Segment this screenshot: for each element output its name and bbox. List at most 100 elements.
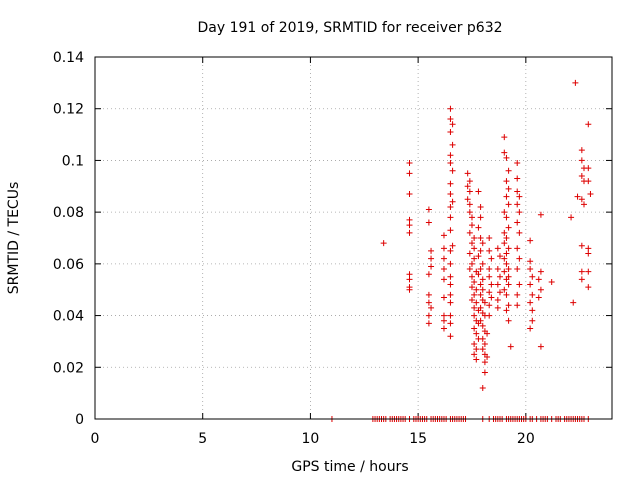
data-point bbox=[447, 281, 454, 288]
data-point bbox=[494, 281, 501, 288]
data-point bbox=[535, 276, 542, 283]
data-point bbox=[449, 242, 456, 249]
data-point bbox=[585, 121, 592, 128]
data-point bbox=[471, 255, 478, 262]
data-point bbox=[527, 237, 534, 244]
data-point bbox=[527, 258, 534, 265]
data-point bbox=[464, 183, 471, 190]
data-point bbox=[537, 268, 544, 275]
data-point bbox=[466, 229, 473, 236]
data-point bbox=[471, 245, 478, 252]
data-point bbox=[516, 229, 523, 236]
data-point bbox=[527, 266, 534, 273]
data-point bbox=[425, 299, 432, 306]
data-point bbox=[447, 191, 454, 198]
data-point bbox=[514, 302, 521, 309]
data-point bbox=[537, 211, 544, 218]
data-point bbox=[477, 281, 484, 288]
data-point bbox=[471, 312, 478, 319]
data-point bbox=[449, 198, 456, 205]
data-point bbox=[578, 147, 585, 154]
data-point bbox=[496, 273, 503, 280]
data-point bbox=[501, 209, 508, 216]
data-point bbox=[425, 320, 432, 327]
data-point bbox=[475, 188, 482, 195]
data-point bbox=[529, 291, 536, 298]
data-point bbox=[503, 214, 510, 221]
data-point bbox=[477, 203, 484, 210]
data-point bbox=[447, 312, 454, 319]
data-point bbox=[578, 276, 585, 283]
data-point bbox=[505, 167, 512, 174]
data-point bbox=[440, 266, 447, 273]
data-point bbox=[464, 196, 471, 203]
data-point bbox=[585, 284, 592, 291]
data-point bbox=[473, 356, 480, 363]
data-point bbox=[447, 152, 454, 159]
data-point bbox=[425, 271, 432, 278]
data-point bbox=[447, 128, 454, 135]
data-point bbox=[473, 330, 480, 337]
data-point bbox=[475, 271, 482, 278]
data-point bbox=[501, 240, 508, 247]
data-point bbox=[479, 260, 486, 267]
data-point bbox=[486, 273, 493, 280]
data-point bbox=[406, 222, 413, 229]
data-point bbox=[477, 317, 484, 324]
data-point bbox=[516, 193, 523, 200]
x-tick-label: 5 bbox=[198, 431, 207, 447]
data-point bbox=[516, 209, 523, 216]
data-point bbox=[466, 266, 473, 273]
data-point bbox=[406, 286, 413, 293]
data-point bbox=[585, 165, 592, 172]
data-point bbox=[477, 214, 484, 221]
data-point bbox=[380, 240, 387, 247]
data-point bbox=[484, 330, 491, 337]
data-point bbox=[468, 240, 475, 247]
data-point bbox=[585, 268, 592, 275]
data-point bbox=[578, 268, 585, 275]
data-point bbox=[505, 281, 512, 288]
data-point bbox=[505, 201, 512, 208]
data-point bbox=[486, 235, 493, 241]
data-point bbox=[570, 299, 577, 306]
data-point bbox=[425, 206, 432, 213]
plot-frame bbox=[94, 56, 613, 420]
data-point bbox=[507, 343, 514, 350]
data-point bbox=[505, 185, 512, 192]
axis-ticks: 0 0.02 0.04 0.06 0.08 0.1 0.12 0.14 0 5 10 15 20 bbox=[53, 50, 612, 447]
y-tick-label: 0.1 bbox=[62, 153, 84, 169]
data-point bbox=[496, 289, 503, 296]
data-point bbox=[440, 276, 447, 283]
data-point bbox=[471, 235, 478, 241]
data-point bbox=[440, 255, 447, 262]
data-point bbox=[466, 250, 473, 257]
data-point bbox=[471, 325, 478, 332]
data-point bbox=[447, 299, 454, 306]
data-points bbox=[328, 79, 594, 422]
x-tick-label: 20 bbox=[517, 431, 535, 447]
data-point bbox=[503, 250, 510, 257]
data-point bbox=[466, 188, 473, 195]
data-point bbox=[496, 253, 503, 260]
data-point bbox=[475, 253, 482, 260]
data-point bbox=[501, 149, 508, 156]
data-point bbox=[486, 289, 493, 296]
data-point bbox=[501, 134, 508, 141]
data-point bbox=[479, 286, 486, 293]
data-point bbox=[479, 335, 486, 342]
data-point bbox=[529, 273, 536, 280]
data-point bbox=[580, 201, 587, 208]
data-point bbox=[449, 167, 456, 174]
data-point bbox=[503, 260, 510, 267]
data-point bbox=[406, 271, 413, 278]
data-point bbox=[527, 325, 534, 332]
y-tick-label: 0.08 bbox=[53, 205, 84, 221]
data-point bbox=[447, 105, 454, 112]
data-point bbox=[428, 263, 435, 270]
data-point bbox=[475, 224, 482, 231]
data-point bbox=[477, 291, 484, 298]
data-point bbox=[488, 294, 495, 301]
data-point bbox=[537, 286, 544, 293]
data-point bbox=[548, 278, 555, 285]
